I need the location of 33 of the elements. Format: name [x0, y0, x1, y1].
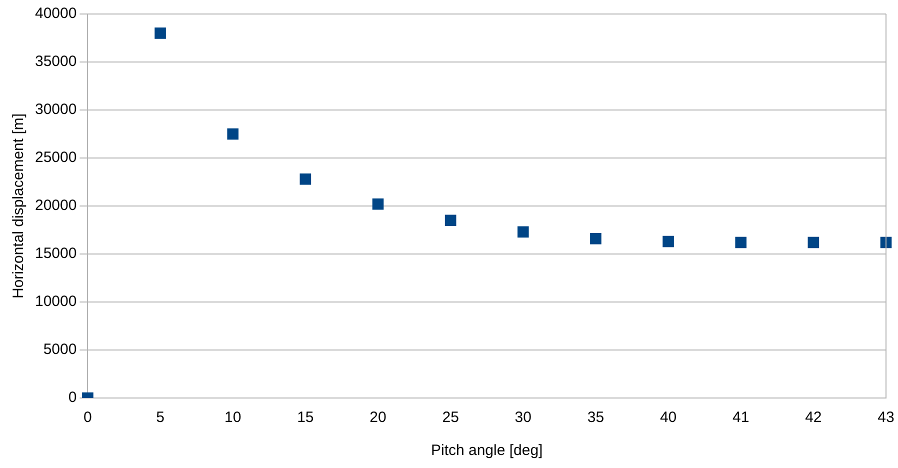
y-tick-label: 20000 — [34, 197, 77, 214]
x-tick-label: 0 — [84, 409, 92, 426]
point — [300, 173, 312, 185]
y-tick-label: 0 — [68, 389, 77, 406]
x-tick-label: 15 — [297, 409, 314, 426]
point — [662, 236, 674, 248]
x-tick-label: 25 — [442, 409, 459, 426]
point — [372, 198, 384, 210]
y-tick-label: 30000 — [34, 101, 77, 118]
x-tick-label: 20 — [370, 409, 386, 426]
point — [590, 232, 602, 244]
x-tick-label: 40 — [660, 409, 677, 426]
y-tick-label: 15000 — [34, 245, 77, 262]
x-tick-label: 43 — [878, 409, 894, 426]
point — [517, 226, 529, 238]
point — [444, 214, 456, 226]
point — [154, 28, 166, 39]
y-tick-label: 10000 — [34, 293, 77, 310]
x-tick-label: 10 — [224, 409, 242, 426]
x-tick-label: 5 — [156, 409, 164, 426]
point — [227, 128, 239, 140]
x-tick-label: 35 — [587, 409, 604, 426]
point — [808, 236, 820, 248]
x-tick-label: 41 — [732, 409, 750, 426]
y-tick-label: 35000 — [34, 53, 77, 70]
y-tick-label: 5000 — [43, 341, 77, 358]
y-tick-label: 40000 — [34, 5, 77, 22]
x-tick-label: 30 — [514, 409, 532, 426]
point — [735, 236, 747, 248]
y-tick-label: 25000 — [34, 149, 77, 166]
x-tick-label: 42 — [805, 409, 822, 426]
y-axis-title: Horizontal displacement [m] — [10, 113, 28, 299]
x-axis-title: Pitch angle [deg] — [430, 442, 543, 460]
